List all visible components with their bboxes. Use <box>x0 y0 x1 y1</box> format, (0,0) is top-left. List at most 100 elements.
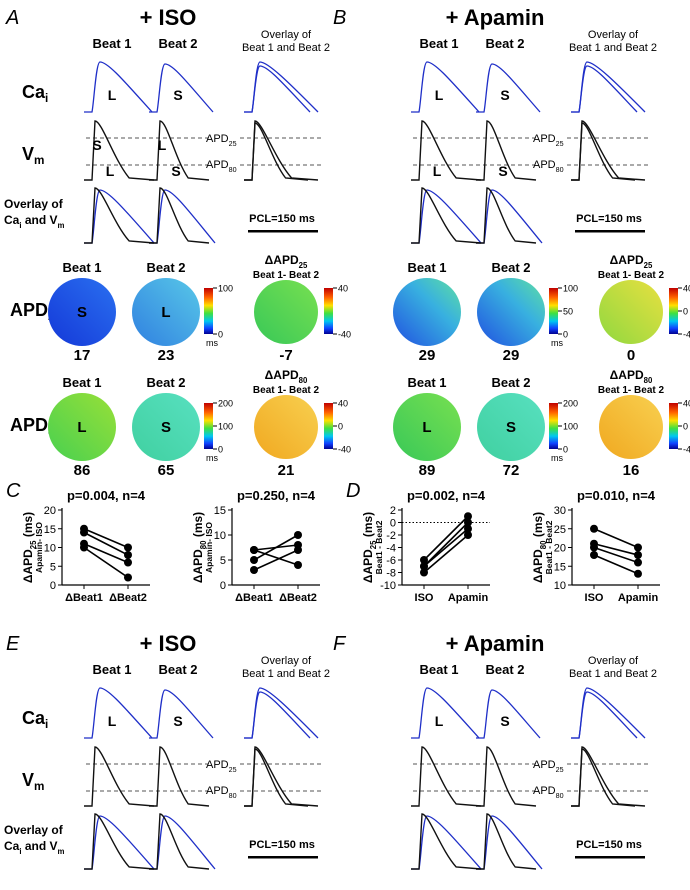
beat-label: Beat 1 <box>419 662 458 677</box>
colorbar-label: 40 <box>683 284 690 294</box>
data-point <box>124 543 132 552</box>
series-line <box>593 554 639 575</box>
colorbar-unit: ms <box>551 338 563 348</box>
vm-trace <box>571 120 646 181</box>
series-line <box>83 546 129 579</box>
vm-trace <box>84 813 155 870</box>
text-part: APD <box>206 759 229 771</box>
pcl-label: PCL=150 ms <box>576 213 642 225</box>
scale-bar <box>248 856 318 859</box>
text-part: ΔAPD <box>610 253 644 267</box>
data-point <box>124 551 132 559</box>
data-point <box>294 546 302 554</box>
vm-trace <box>244 120 319 181</box>
activation-map <box>254 280 318 344</box>
y-axis-sublabel: Apamin- ISO <box>204 522 214 573</box>
pcl-label: PCL=150 ms <box>576 839 642 851</box>
data-point <box>464 518 472 527</box>
ca-trace <box>476 189 543 244</box>
panel-letter: A <box>5 7 19 29</box>
subscript: 25 <box>556 766 564 774</box>
colorbar-label: 0 <box>563 445 568 455</box>
data-point <box>464 531 472 539</box>
data-point <box>250 546 258 554</box>
series-line <box>83 543 129 564</box>
text-part: (ms) <box>191 512 205 541</box>
text-part: APD <box>533 785 556 797</box>
beat-mark: S <box>173 713 182 729</box>
colorbar-label: -40 <box>338 445 351 455</box>
colorbar <box>204 288 213 334</box>
map-value: 29 <box>503 347 520 364</box>
subscript: i <box>19 847 21 856</box>
data-point <box>250 566 258 574</box>
data-point <box>420 568 428 577</box>
ca-trace <box>84 61 153 113</box>
data-point <box>80 543 88 552</box>
subscript: 80 <box>229 166 237 174</box>
panel-letter: C <box>6 480 21 502</box>
ca-trace <box>149 689 214 739</box>
vm-trace <box>411 813 482 870</box>
data-point <box>464 512 472 521</box>
text-part: APD <box>206 785 229 797</box>
diff-title: Beat 1- Beat 2 <box>598 270 665 281</box>
vm-trace <box>476 120 537 181</box>
series-line <box>593 528 639 549</box>
colorbar-label: 50 <box>563 307 573 317</box>
subscript: m <box>34 780 44 793</box>
text-part: APD <box>533 133 556 145</box>
activation-map <box>599 395 663 459</box>
beat-mark: S <box>500 87 509 103</box>
row-label: Vm <box>22 770 44 793</box>
subscript: 25 <box>29 540 38 549</box>
y-tick-label: 0 <box>220 580 226 592</box>
colorbar-label: 0 <box>218 330 223 340</box>
data-point <box>294 561 302 569</box>
beat-mark: L <box>106 163 115 179</box>
vm-trace <box>476 813 537 870</box>
panel-letter: E <box>6 633 20 655</box>
apd-label: APD80 <box>206 159 237 174</box>
vm-trace <box>411 120 482 181</box>
vm-trace <box>149 813 210 870</box>
ca-trace <box>476 689 541 739</box>
overlay-title: Beat 1 and Beat 2 <box>569 42 657 54</box>
map-value: 65 <box>158 462 175 479</box>
text-part: ΔAPD <box>191 549 205 583</box>
colorbar-label: 0 <box>338 422 343 432</box>
data-point <box>420 556 428 564</box>
colorbar <box>549 403 558 449</box>
y-tick-label: 2 <box>390 505 396 517</box>
text-part: APD <box>206 133 229 145</box>
x-tick-label: ΔBeat2 <box>109 592 147 604</box>
y-tick-label: -6 <box>386 555 396 567</box>
scale-bar <box>575 230 645 233</box>
panel-letter: B <box>333 7 346 29</box>
beat-label: Beat 2 <box>146 375 185 390</box>
ca-trace <box>571 691 638 739</box>
vm-trace <box>244 746 319 807</box>
series-line <box>253 549 299 571</box>
chart-title: p=0.004, n=4 <box>67 488 146 503</box>
ca-trace <box>411 815 482 870</box>
beat-mark: S <box>500 713 509 729</box>
pcl-label: PCL=150 ms <box>249 839 315 851</box>
subscript: 25 <box>299 261 308 270</box>
vm-trace <box>571 746 646 807</box>
x-tick-label: ΔBeat1 <box>235 592 273 604</box>
beat-mark: S <box>92 137 101 153</box>
series-line <box>253 549 299 566</box>
map-value: 72 <box>503 462 520 479</box>
beat-label: Beat 2 <box>158 662 197 677</box>
colorbar-label: 0 <box>563 330 568 340</box>
y-tick-label: 30 <box>554 505 566 517</box>
activation-map <box>599 280 663 344</box>
y-tick-label: -10 <box>380 580 396 592</box>
colorbar <box>324 288 333 334</box>
diff-title: Beat 1- Beat 2 <box>598 385 665 396</box>
y-axis-label: ΔAPD25 (ms) <box>21 512 38 583</box>
map-value: 17 <box>74 347 91 364</box>
subscript: 80 <box>556 792 564 800</box>
beat-label: Beat 1 <box>407 375 446 390</box>
